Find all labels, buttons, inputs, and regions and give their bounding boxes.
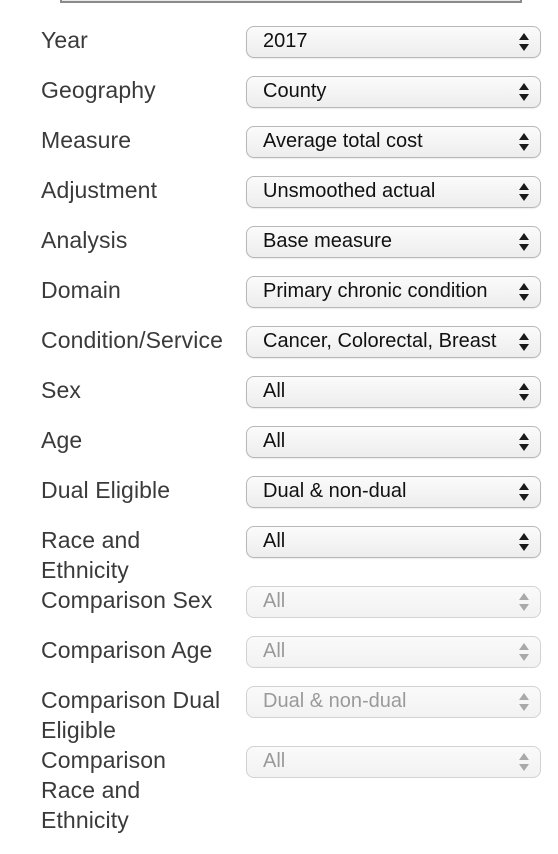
chevron-up-down-icon — [519, 333, 529, 351]
year-select[interactable]: 2017 — [246, 26, 541, 58]
chevron-up-down-icon — [519, 133, 529, 151]
chevron-up-down-icon — [519, 483, 529, 501]
comparison-sex-label: Comparison Sex — [41, 587, 213, 613]
sex-select-value: All — [263, 380, 286, 402]
chevron-up-down-icon — [519, 753, 529, 771]
chevron-up-down-icon — [519, 183, 529, 201]
domain-label: Domain — [41, 277, 121, 303]
sex-label: Sex — [41, 377, 81, 403]
comparison-age-select[interactable]: All — [246, 636, 541, 668]
comparison-race-ethnicity-label: Comparison Race and Ethnicity — [41, 747, 166, 833]
dual-eligible-select-value: Dual & non-dual — [263, 480, 407, 502]
chevron-up-down-icon — [519, 283, 529, 301]
geography-select[interactable]: County — [246, 76, 541, 108]
race-ethnicity-select-value: All — [263, 530, 286, 552]
race-ethnicity-select[interactable]: All — [246, 526, 541, 558]
comparison-dual-eligible-select-value: Dual & non-dual — [263, 690, 407, 712]
age-select[interactable]: All — [246, 426, 541, 458]
adjustment-label: Adjustment — [41, 177, 158, 203]
comparison-sex-select[interactable]: All — [246, 586, 541, 618]
race-ethnicity-label: Race and Ethnicity — [41, 527, 141, 583]
chevron-up-down-icon — [519, 533, 529, 551]
age-select-value: All — [263, 430, 286, 452]
comparison-race-ethnicity-select[interactable]: All — [246, 746, 541, 778]
year-label: Year — [41, 27, 88, 53]
chevron-up-down-icon — [519, 33, 529, 51]
adjustment-select-value: Unsmoothed actual — [263, 180, 436, 202]
measure-select-value: Average total cost — [263, 130, 423, 152]
analysis-label: Analysis — [41, 227, 128, 253]
condition-service-select-value: Cancer, Colorectal, Breast — [263, 330, 497, 352]
dual-eligible-select[interactable]: Dual & non-dual — [246, 476, 541, 508]
chevron-up-down-icon — [519, 593, 529, 611]
domain-select-value: Primary chronic condition — [263, 280, 488, 302]
age-label: Age — [41, 427, 83, 453]
condition-service-select[interactable]: Cancer, Colorectal, Breast — [246, 326, 541, 358]
chevron-up-down-icon — [519, 383, 529, 401]
chevron-up-down-icon — [519, 83, 529, 101]
chevron-up-down-icon — [519, 433, 529, 451]
chevron-up-down-icon — [519, 693, 529, 711]
comparison-dual-eligible-label: Comparison Dual Eligible — [41, 687, 221, 743]
measure-label: Measure — [41, 127, 132, 153]
chevron-up-down-icon — [519, 233, 529, 251]
measure-select[interactable]: Average total cost — [246, 126, 541, 158]
comparison-age-label: Comparison Age — [41, 637, 213, 663]
comparison-sex-select-value: All — [263, 590, 286, 612]
condition-service-label: Condition/Service — [41, 327, 223, 353]
sex-select[interactable]: All — [246, 376, 541, 408]
year-select-value: 2017 — [263, 30, 308, 52]
comparison-dual-eligible-select[interactable]: Dual & non-dual — [246, 686, 541, 718]
geography-select-value: County — [263, 80, 327, 102]
geography-label: Geography — [41, 77, 156, 103]
adjustment-select[interactable]: Unsmoothed actual — [246, 176, 541, 208]
analysis-select-value: Base measure — [263, 230, 392, 252]
top-panel-edge — [60, 0, 522, 3]
analysis-select[interactable]: Base measure — [246, 226, 541, 258]
comparison-age-select-value: All — [263, 640, 286, 662]
domain-select[interactable]: Primary chronic condition — [246, 276, 541, 308]
dual-eligible-label: Dual Eligible — [41, 477, 171, 503]
comparison-race-ethnicity-select-value: All — [263, 750, 286, 772]
chevron-up-down-icon — [519, 643, 529, 661]
